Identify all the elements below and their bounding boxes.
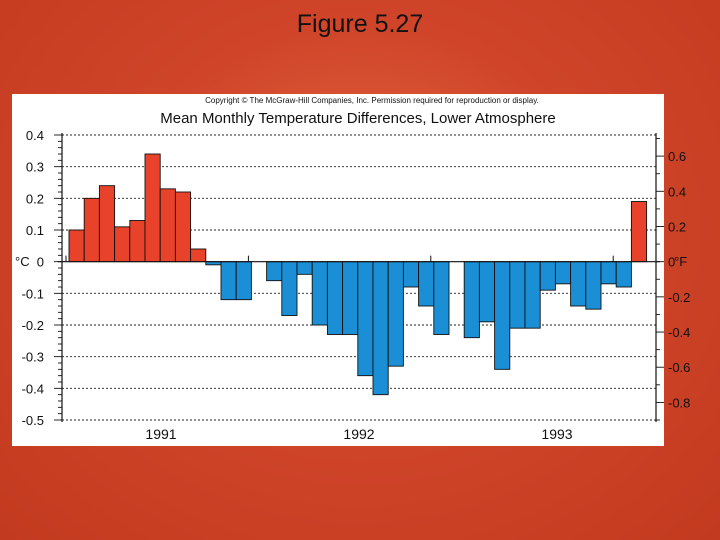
right-tick-label: -0.6 [668, 360, 690, 375]
left-tick-label: -0.4 [22, 381, 44, 396]
x-year-label: 1993 [541, 426, 572, 442]
bar [554, 261, 572, 285]
left-tick-label: 0.4 [26, 128, 44, 143]
bar [83, 197, 100, 263]
left-tick-label: 0.3 [26, 160, 44, 175]
right-axis-unit-label: °F [674, 254, 687, 269]
bar [311, 261, 328, 326]
copyright-notice: Copyright © The McGraw-Hill Companies, I… [205, 96, 539, 105]
bar [524, 261, 541, 329]
left-tick-label: -0.3 [22, 350, 44, 365]
bar [600, 261, 617, 285]
left-tick-label: -0.2 [22, 318, 44, 333]
bar [326, 261, 344, 335]
bar [372, 261, 389, 396]
figure-panel: Copyright © The McGraw-Hill Companies, I… [12, 94, 690, 446]
x-year-label: 1991 [145, 426, 176, 442]
bar [266, 261, 283, 282]
bar [342, 261, 359, 335]
left-tick-label: 0.1 [26, 223, 44, 238]
left-tick-label: -0.5 [22, 413, 44, 428]
right-tick-label: -0.8 [668, 395, 690, 410]
bar [463, 261, 480, 339]
bar [402, 261, 420, 288]
bar [114, 226, 131, 263]
right-tick-label: 0.4 [668, 184, 686, 199]
bar [190, 248, 207, 263]
chart-title: Mean Monthly Temperature Differences, Lo… [160, 110, 555, 127]
bars [68, 153, 648, 396]
bar [357, 261, 374, 377]
right-tick-label: 0.2 [668, 219, 686, 234]
bar [539, 261, 556, 291]
bar [615, 261, 632, 288]
right-tick-label: -0.4 [668, 325, 690, 340]
right-tick-label: -0.2 [668, 290, 690, 305]
bar [281, 261, 298, 316]
right-tick-label: 0.6 [668, 149, 686, 164]
bar [418, 261, 435, 307]
bar [509, 261, 526, 329]
left-tick-label: 0 [37, 255, 44, 270]
bar [220, 261, 237, 301]
temperature-chart: Copyright © The McGraw-Hill Companies, I… [15, 96, 690, 442]
bar [129, 220, 146, 263]
bar [433, 261, 450, 335]
bar [478, 261, 496, 323]
bar [387, 261, 404, 367]
bar [570, 261, 587, 307]
right-tick-label: 0 [668, 255, 675, 270]
bar [144, 153, 161, 263]
bar [585, 261, 602, 310]
axes [54, 133, 664, 422]
bar [68, 229, 85, 263]
bar [159, 188, 176, 263]
slide-title: Figure 5.27 [296, 10, 424, 38]
bar [235, 261, 252, 301]
axis-labels: 0.4 0.3 0.2 0.1 0 -0.1 -0.2 -0.3 -0.4 -0.5 0.6 0.4 0… [22, 128, 691, 442]
bar [630, 201, 648, 263]
left-axis-unit-label: °C [15, 254, 30, 269]
x-year-label: 1992 [343, 426, 374, 442]
left-tick-label: -0.1 [22, 286, 44, 301]
bar [174, 191, 192, 263]
bar [98, 185, 116, 263]
bar [296, 261, 313, 275]
left-tick-label: 0.2 [26, 191, 44, 206]
bar [494, 261, 511, 370]
